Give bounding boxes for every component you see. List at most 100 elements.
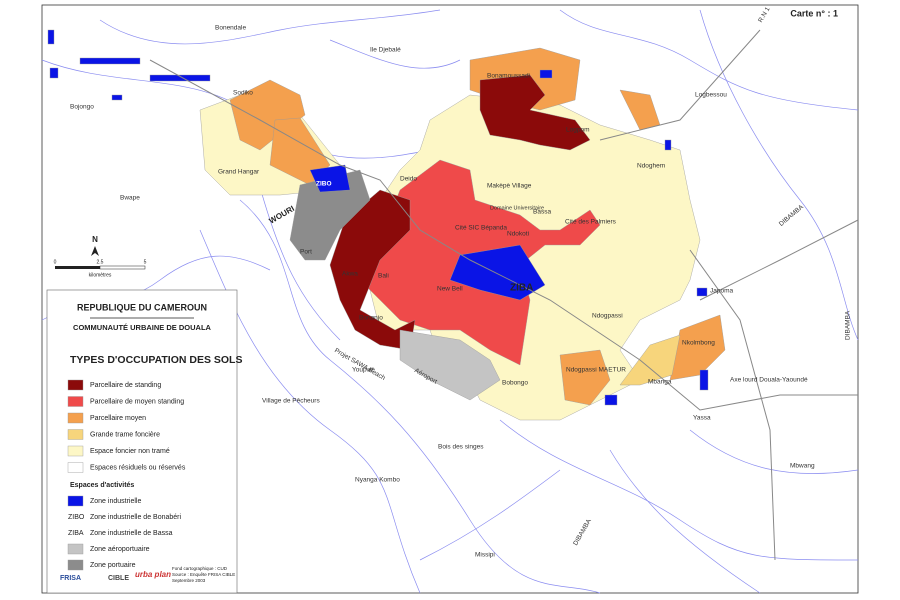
place-label: DIBAMBA	[845, 310, 852, 340]
place-label: Logpom	[566, 127, 590, 134]
credit-logo: FRISA	[60, 575, 81, 582]
zone-portuaire	[289, 169, 371, 261]
legend-label: Zone aéroportuaire	[90, 546, 150, 553]
credit-logo: CIBLE	[108, 575, 129, 582]
place-label: Nyanga Kombo	[355, 477, 400, 484]
place-label: Sodiko	[233, 90, 253, 97]
legend-label: Zone portuaire	[90, 562, 136, 569]
legend-label: Parcellaire de standing	[90, 382, 161, 389]
place-label: Mbwang	[790, 463, 815, 470]
legend-label: Parcellaire de moyen standing	[90, 398, 184, 405]
map-number: Carte n° : 1	[790, 8, 838, 18]
place-label: Logbessou	[695, 92, 727, 99]
place-label: New Bell	[437, 286, 463, 293]
place-label: Makèpè Village	[487, 183, 532, 190]
legend-code: ZIBA	[68, 530, 84, 537]
place-label: Bois des singes	[438, 444, 484, 451]
hydrography	[41, 9, 859, 594]
legend-swatch	[67, 495, 84, 507]
legend-swatch	[67, 543, 84, 555]
zone-industrielle	[149, 74, 211, 82]
zone-aeroportuaire	[399, 329, 501, 401]
zone-standing	[479, 74, 591, 151]
place-label: Mbanga	[648, 379, 672, 386]
place-label: Ndoghem	[637, 163, 665, 170]
place-label: Bonamoussadi	[487, 73, 530, 80]
credit-line: Septembre 2003	[172, 578, 206, 583]
place-label: ZIBO	[316, 181, 332, 188]
legend-swatch	[67, 462, 84, 473]
place-label: Ndogpassi	[592, 313, 623, 320]
north-arrow	[91, 246, 99, 256]
legend-label: Espaces résiduels ou réservés	[90, 464, 186, 471]
zone-industrielle	[79, 57, 141, 65]
scale-bar	[99, 265, 146, 270]
scale-label: 0	[54, 259, 57, 265]
credit-line: Fond cartographique : CUD	[172, 566, 228, 571]
place-label: Bonendale	[215, 25, 246, 32]
legend-swatch	[67, 379, 84, 391]
legend-label: Espace foncier non tramé	[90, 448, 170, 455]
place-label: Bwape	[120, 195, 140, 202]
zone-industrielle	[49, 67, 59, 79]
place-label: Village de Pêcheurs	[262, 398, 320, 405]
legend: REPUBLIQUE DU CAMEROUN COMMUNAUTÉ URBAIN…	[46, 289, 242, 594]
scale-unit: kilomètres	[89, 272, 112, 278]
credit-line: Source : Enquête FRISA CIBLE	[172, 572, 235, 577]
place-label: Cité des Palmiers	[565, 219, 617, 226]
zone-moyen	[559, 349, 611, 406]
legend-label: Zone industrielle de Bonabéri	[90, 514, 182, 521]
place-label: Bojongo	[70, 104, 94, 111]
legend-box	[46, 289, 238, 594]
roads	[149, 29, 859, 561]
scale-label: 5	[144, 259, 147, 265]
zone-industrielle	[664, 139, 672, 151]
place-label: Bassa	[533, 209, 551, 216]
legend-authority: COMMUNAUTÉ URBAINE DE DOUALA	[73, 323, 211, 332]
place-label: Akwa	[342, 271, 358, 278]
place-label: Yassa	[693, 415, 711, 422]
place-label: Port	[300, 249, 312, 256]
zone-industrielle	[111, 94, 123, 101]
place-label: Deido	[400, 176, 417, 183]
place-label: Domaine Universitaire	[490, 205, 544, 211]
zone-industrielle	[449, 244, 546, 301]
legend-label: Parcellaire moyen	[90, 415, 146, 422]
legend-subtitle: Espaces d'activités	[70, 482, 134, 489]
zone-industrielle	[47, 29, 55, 45]
place-label: Missipi	[475, 552, 495, 559]
place-label: Bali	[378, 273, 389, 280]
zone-industrielle	[309, 164, 351, 193]
legend-swatch	[67, 429, 84, 440]
place-label: Bobongo	[502, 380, 528, 387]
credit-logo: urba plan	[135, 570, 171, 579]
legend-title: TYPES D'OCCUPATION DES SOLS	[70, 354, 242, 366]
legend-swatch	[67, 412, 84, 424]
place-label: Ndokoti	[507, 231, 529, 238]
scale-label: 2.5	[97, 259, 104, 265]
north-arrow-and-scale: N 0 2.5 5 kilomètres	[54, 235, 147, 278]
legend-label: Grande trame foncière	[90, 431, 160, 438]
zone-industrielle	[696, 287, 708, 297]
place-label: Axe lourd Douala-Yaoundé	[730, 377, 808, 384]
legend-swatch	[67, 559, 84, 571]
legend-swatch	[67, 445, 84, 457]
legend-label: Zone industrielle	[90, 498, 141, 505]
legend-code: ZIBO	[68, 514, 85, 521]
scale-bar	[55, 266, 100, 269]
place-label: Bonanjo	[359, 315, 383, 322]
north-label: N	[92, 235, 98, 244]
zone-grande-trame	[619, 334, 681, 386]
land-use-zones	[47, 29, 726, 421]
place-label: Nkolmbong	[682, 340, 715, 347]
zone-industrielle	[539, 69, 553, 79]
place-label: ZIBA	[510, 283, 533, 294]
zone-industrielle	[699, 369, 709, 391]
legend-country: REPUBLIQUE DU CAMEROUN	[77, 302, 207, 312]
legend-label: Zone industrielle de Bassa	[90, 530, 173, 537]
place-label: Ile Djebalé	[370, 47, 401, 54]
place-label: Ndogpassi MAETUR	[566, 367, 626, 374]
place-label: Japoma	[710, 288, 734, 295]
zone-industrielle	[604, 394, 618, 406]
